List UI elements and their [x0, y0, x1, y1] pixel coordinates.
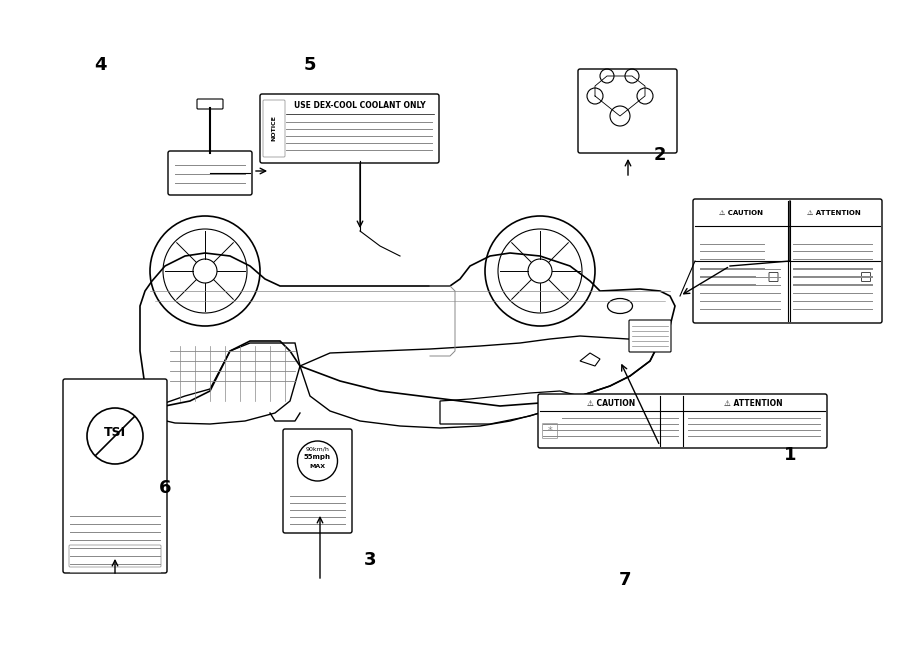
Text: ⚠ ATTENTION: ⚠ ATTENTION — [807, 210, 860, 216]
Text: ⚠ ATTENTION: ⚠ ATTENTION — [724, 399, 783, 407]
FancyBboxPatch shape — [693, 199, 882, 323]
Text: 7: 7 — [619, 571, 631, 589]
Text: 55mph: 55mph — [304, 454, 331, 460]
Text: *: * — [547, 426, 553, 436]
Text: 4: 4 — [94, 56, 106, 74]
Text: 6: 6 — [158, 479, 171, 497]
FancyBboxPatch shape — [168, 151, 252, 195]
Text: 1: 1 — [784, 446, 796, 464]
FancyBboxPatch shape — [543, 424, 557, 438]
Text: 2: 2 — [653, 146, 666, 164]
FancyBboxPatch shape — [63, 379, 167, 573]
Text: 90km/h: 90km/h — [306, 446, 329, 451]
FancyBboxPatch shape — [578, 69, 677, 153]
FancyBboxPatch shape — [769, 272, 778, 282]
Text: NOTICE: NOTICE — [272, 116, 276, 141]
Text: 5: 5 — [304, 56, 316, 74]
FancyBboxPatch shape — [69, 545, 161, 567]
Text: 3: 3 — [364, 551, 376, 569]
Text: TSI: TSI — [104, 426, 126, 440]
FancyBboxPatch shape — [197, 99, 223, 109]
FancyBboxPatch shape — [260, 94, 439, 163]
Text: ⚠ CAUTION: ⚠ CAUTION — [587, 399, 635, 407]
FancyBboxPatch shape — [263, 100, 285, 157]
FancyBboxPatch shape — [283, 429, 352, 533]
Text: ⚠ CAUTION: ⚠ CAUTION — [719, 210, 763, 216]
FancyBboxPatch shape — [629, 320, 671, 352]
FancyBboxPatch shape — [861, 272, 870, 282]
Text: MAX: MAX — [310, 463, 326, 469]
FancyBboxPatch shape — [538, 394, 827, 448]
Text: USE DEX-COOL COOLANT ONLY: USE DEX-COOL COOLANT ONLY — [293, 102, 426, 110]
